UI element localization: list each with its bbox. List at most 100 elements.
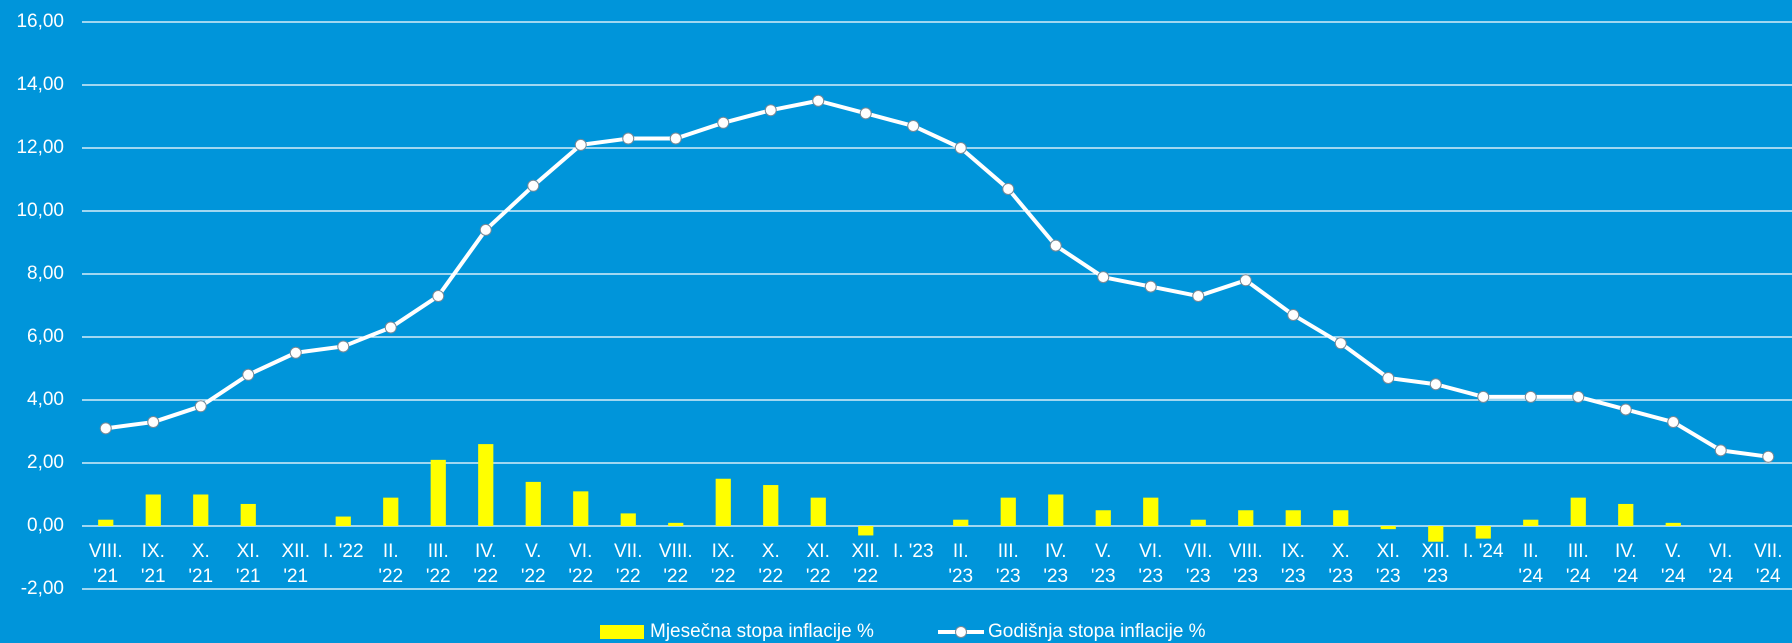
line-marker xyxy=(1144,280,1157,293)
x-tick-label: II. xyxy=(1523,541,1539,562)
x-tick-label: II. xyxy=(953,541,969,562)
bar xyxy=(1095,510,1111,526)
x-tick-label: VII. xyxy=(1184,541,1213,562)
x-tick-label: X. xyxy=(762,541,780,562)
bar xyxy=(1570,497,1586,526)
x-tick-label: I. '23 xyxy=(893,541,934,562)
x-tick-label: '23 xyxy=(1233,566,1258,587)
bar xyxy=(1523,519,1539,526)
y-tick-label: 10,00 xyxy=(16,200,64,221)
bar xyxy=(1143,497,1159,526)
y-tick-label: 14,00 xyxy=(16,74,64,95)
x-tick-label: '22 xyxy=(426,566,451,587)
bar xyxy=(1190,519,1206,526)
y-tick-label: 4,00 xyxy=(27,389,64,410)
x-tick-label: XI. xyxy=(237,541,260,562)
x-tick-label: '22 xyxy=(663,566,688,587)
x-tick-label: V. xyxy=(1095,541,1111,562)
x-tick-label: IV. xyxy=(475,541,497,562)
line-marker xyxy=(574,138,587,151)
x-tick-label: '23 xyxy=(1328,566,1353,587)
bar xyxy=(715,478,731,526)
line-marker xyxy=(859,107,872,120)
x-tick-label: '22 xyxy=(521,566,546,587)
x-tick-label: '23 xyxy=(1043,566,1068,587)
x-tick-label: '21 xyxy=(283,566,308,587)
x-tick-label: '22 xyxy=(616,566,641,587)
x-tick-label: '24 xyxy=(1518,566,1543,587)
x-tick-label: '21 xyxy=(141,566,166,587)
line-marker xyxy=(1524,390,1537,403)
y-tick-label: 6,00 xyxy=(27,326,64,347)
bar xyxy=(525,481,541,526)
x-tick-label: IV. xyxy=(1045,541,1067,562)
line-marker xyxy=(764,104,777,117)
x-tick-label: '24 xyxy=(1661,566,1686,587)
x-tick-label: VII. xyxy=(1754,541,1783,562)
x-tick-label: VII. xyxy=(614,541,643,562)
line-marker xyxy=(1762,450,1775,463)
x-tick-label: VI. xyxy=(569,541,592,562)
x-tick-label: XI. xyxy=(807,541,830,562)
x-tick-label: '22 xyxy=(473,566,498,587)
legend-swatch xyxy=(600,625,644,639)
bar xyxy=(1665,522,1681,526)
y-tick-label: -2,00 xyxy=(21,578,64,599)
line-marker xyxy=(954,142,967,154)
y-tick-label: 16,00 xyxy=(16,11,64,32)
x-tick-label: '24 xyxy=(1566,566,1591,587)
x-tick-label: '23 xyxy=(996,566,1021,587)
y-tick-label: 8,00 xyxy=(27,263,64,284)
legend-swatch-marker xyxy=(955,626,967,638)
bar xyxy=(430,459,446,526)
bar xyxy=(240,503,256,526)
bar xyxy=(1238,510,1254,526)
x-tick-label: XII. xyxy=(851,541,880,562)
bar xyxy=(1285,510,1301,526)
bar xyxy=(620,513,636,526)
y-tick-label: 2,00 xyxy=(27,452,64,473)
x-tick-label: III. xyxy=(1568,541,1589,562)
bar xyxy=(953,519,969,526)
x-tick-label: '24 xyxy=(1613,566,1638,587)
line-marker xyxy=(337,340,350,353)
line-marker xyxy=(1619,403,1632,416)
legend-label: Mjesečna stopa inflacije % xyxy=(650,621,874,642)
line-marker xyxy=(1334,337,1347,350)
x-tick-label: VIII. xyxy=(89,541,123,562)
line-marker xyxy=(622,132,635,145)
line-marker xyxy=(527,179,540,192)
line-marker xyxy=(1714,444,1727,457)
line-marker xyxy=(384,321,397,334)
x-tick-label: '22 xyxy=(758,566,783,587)
line-marker xyxy=(1477,390,1490,403)
x-tick-label: '22 xyxy=(853,566,878,587)
x-tick-label: '22 xyxy=(806,566,831,587)
y-tick-label: 12,00 xyxy=(16,137,64,158)
line-marker xyxy=(717,116,730,129)
bar xyxy=(193,494,209,526)
x-tick-label: II. xyxy=(383,541,399,562)
x-tick-label: '23 xyxy=(1091,566,1116,587)
line-marker xyxy=(194,400,207,413)
x-tick-label: I. '24 xyxy=(1463,541,1504,562)
line-marker xyxy=(1287,308,1300,321)
x-tick-label: X. xyxy=(192,541,210,562)
x-tick-label: VI. xyxy=(1139,541,1162,562)
x-tick-label: V. xyxy=(525,541,541,562)
x-tick-label: '22 xyxy=(378,566,403,587)
x-tick-label: '23 xyxy=(1281,566,1306,587)
line xyxy=(105,98,1769,459)
x-tick-label: VIII. xyxy=(1229,541,1263,562)
line-marker xyxy=(1429,378,1442,391)
bar xyxy=(98,519,114,526)
line-marker xyxy=(1667,416,1680,429)
line-marker xyxy=(1002,182,1015,195)
bar xyxy=(573,491,589,526)
line-marker xyxy=(432,290,445,303)
line-marker xyxy=(1239,274,1252,287)
x-tick-label: '22 xyxy=(568,566,593,587)
bar xyxy=(145,494,161,526)
x-tick-label: '21 xyxy=(236,566,261,587)
